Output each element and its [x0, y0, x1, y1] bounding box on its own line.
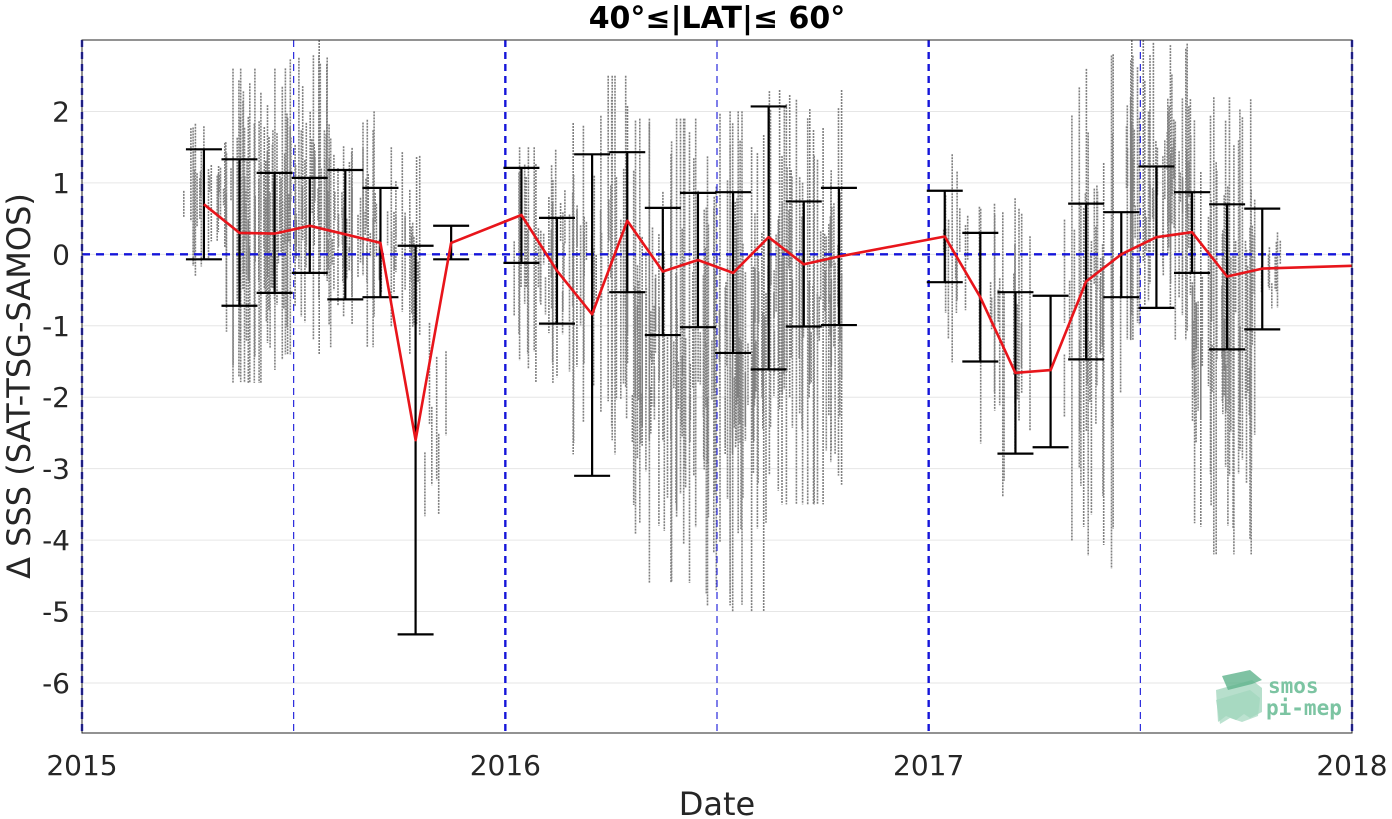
y-axis-ticks: 2 1 0 -1 -2 -3 -4 -5 -6	[42, 95, 70, 700]
x-tick-label: 2016	[470, 749, 541, 782]
logo-line1: smos	[1268, 674, 1319, 698]
scatter-cluster	[183, 123, 227, 276]
plot-area	[80, 39, 1354, 734]
mean-series-line	[203, 203, 1353, 442]
chart-title: 40°≤|LAT|≤ 60°	[589, 1, 846, 36]
plot-border	[81, 39, 1353, 734]
error-bar	[1032, 294, 1069, 449]
logo-line2: pi-mep	[1266, 696, 1342, 720]
x-axis-ticks: 2015 2016 2017 2018	[46, 749, 1387, 782]
y-tick-label: -2	[42, 381, 70, 414]
scatter-cluster	[1191, 97, 1256, 555]
y-tick-label: -5	[42, 596, 70, 629]
x-tick-label: 2015	[46, 749, 117, 782]
y-tick-label: -3	[42, 453, 70, 486]
x-tick-label: 2017	[893, 749, 964, 782]
y-tick-label: -6	[42, 667, 70, 700]
y-tick-label: -4	[42, 524, 70, 557]
y-tick-label: 1	[52, 167, 70, 200]
y-tick-label: -1	[42, 310, 70, 343]
logo-mark-icon	[1216, 670, 1262, 724]
y-tick-label: 2	[52, 95, 70, 128]
scatter-cluster	[1125, 40, 1192, 341]
y-axis-label: Δ SSS (SAT-TSG-SAMOS)	[0, 193, 38, 579]
scatter-cluster	[424, 322, 447, 517]
scatter-cluster	[327, 111, 378, 348]
x-axis-label: Date	[679, 785, 755, 819]
smos-pimep-logo: smos pi-mep	[1216, 670, 1342, 724]
y-tick-label: 0	[52, 238, 70, 271]
scatter-cluster	[767, 90, 843, 505]
x-tick-label: 2018	[1316, 749, 1387, 782]
scatter-cluster	[284, 40, 328, 355]
